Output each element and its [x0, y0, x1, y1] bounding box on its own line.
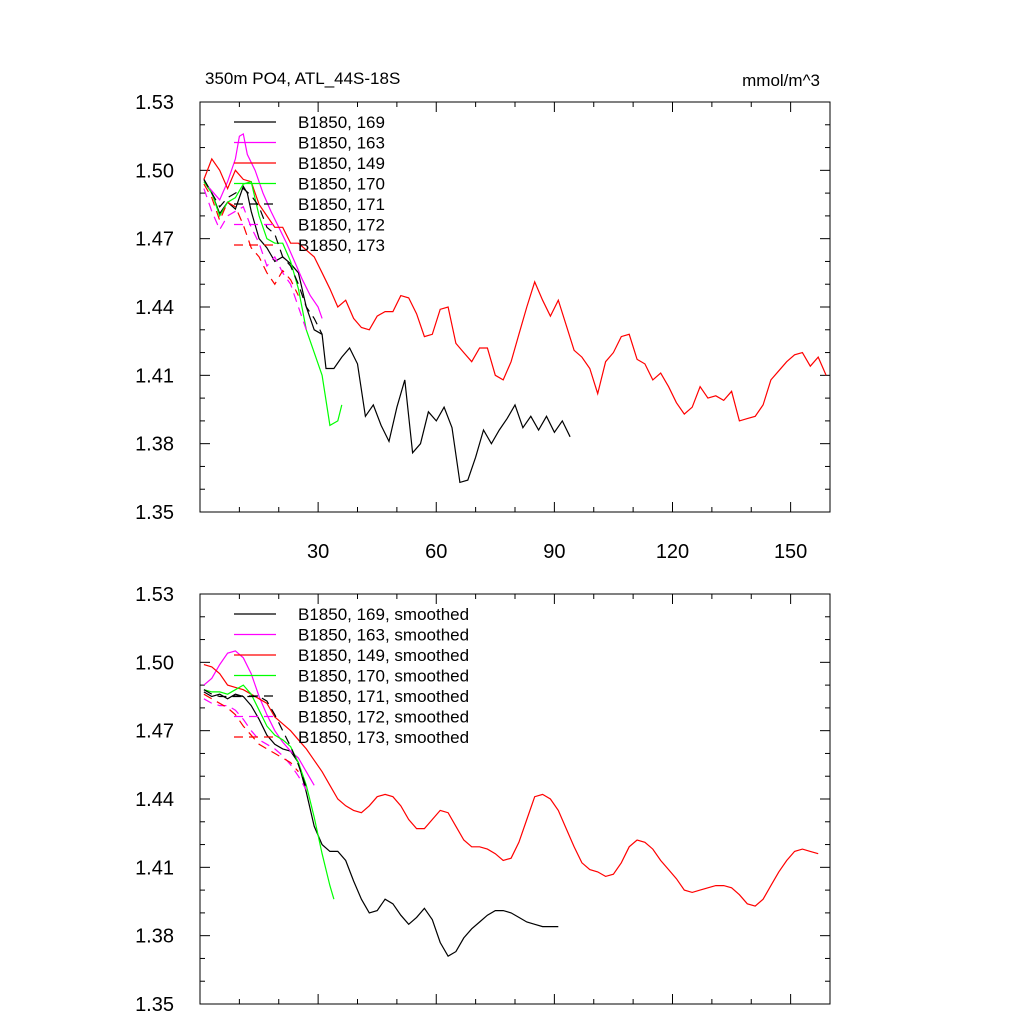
top-x-tick-label: 150	[774, 541, 807, 563]
bottom-legend-label: B1850, 170, smoothed	[298, 667, 469, 686]
bottom-y-tick-label: 1.50	[135, 652, 174, 674]
top-series-line-4	[203, 180, 343, 427]
top-series-line-3	[203, 157, 827, 422]
top-series-line-5	[203, 179, 323, 335]
top-legend-label: B1850, 169	[298, 113, 385, 132]
bottom-legend-label: B1850, 149, smoothed	[298, 646, 469, 665]
top-plot-frame	[199, 101, 831, 513]
bottom-series-line-2	[203, 650, 315, 786]
bottom-series-line-3	[203, 664, 819, 907]
top-legend-label: B1850, 172	[298, 216, 385, 235]
top-y-tick-label: 1.38	[135, 434, 174, 456]
bottom-series-line-6	[203, 698, 307, 791]
bottom-legend-label: B1850, 172, smoothed	[298, 708, 469, 727]
bottom-series-line-4	[203, 684, 335, 900]
top-y-tick-label: 1.47	[135, 229, 174, 251]
top-legend-label: B1850, 149	[298, 154, 385, 173]
bottom-y-tick-label: 1.53	[135, 584, 174, 606]
top-x-tick-label: 60	[425, 541, 447, 563]
top-x-tick-label: 120	[656, 541, 689, 563]
top-y-tick-label: 1.50	[135, 160, 174, 182]
top-series-line-7	[203, 183, 299, 296]
top-chart-units: mmol/m^3	[742, 71, 820, 90]
bottom-series-line-1	[203, 691, 559, 958]
bottom-legend-label: B1850, 173, smoothed	[298, 728, 469, 747]
top-legend-label: B1850, 171	[298, 195, 385, 214]
top-legend-label: B1850, 163	[298, 134, 385, 153]
top-chart-panel: 350m PO4, ATL_44S-18S mmol/m^3 1.351.381…	[135, 69, 831, 563]
top-x-tick-label: 30	[307, 541, 329, 563]
bottom-legend-label: B1850, 169, smoothed	[298, 605, 469, 624]
bottom-y-tick-label: 1.47	[135, 721, 174, 743]
bottom-plot-frame	[199, 593, 831, 1005]
top-y-tick-label: 1.41	[135, 365, 174, 387]
top-series-line-1	[203, 179, 571, 484]
top-plot-area: 1.35 1.38 1.41 1.44 1.47 1.50 1.53 30 60 90 120 150…	[135, 92, 831, 563]
bottom-plot-area: 1.35 1.38 1.41 1.44 1.47 1.50 1.53 B1850, 169, …	[135, 584, 831, 1016]
bottom-series-line-7	[203, 693, 299, 773]
top-y-tick-label: 1.53	[135, 92, 174, 114]
bottom-y-tick-label: 1.38	[135, 926, 174, 948]
bottom-legend-label: B1850, 171, smoothed	[298, 687, 469, 706]
bottom-legend-label: B1850, 163, smoothed	[298, 626, 469, 645]
bottom-y-tick-label: 1.44	[135, 789, 174, 811]
top-x-tick-label: 90	[543, 541, 565, 563]
top-y-tick-label: 1.44	[135, 297, 174, 319]
top-y-tick-label: 1.35	[135, 502, 174, 524]
bottom-y-tick-label: 1.41	[135, 857, 174, 879]
bottom-series-line-5	[203, 689, 307, 788]
top-legend-label: B1850, 173	[298, 236, 385, 255]
bottom-y-tick-label: 1.35	[135, 994, 174, 1016]
top-chart-title: 350m PO4, ATL_44S-18S	[205, 69, 400, 88]
bottom-chart-panel: 1.35 1.38 1.41 1.44 1.47 1.50 1.53 B1850, 169, …	[135, 584, 831, 1016]
top-series-line-6	[203, 188, 307, 330]
top-legend-label: B1850, 170	[298, 175, 385, 194]
